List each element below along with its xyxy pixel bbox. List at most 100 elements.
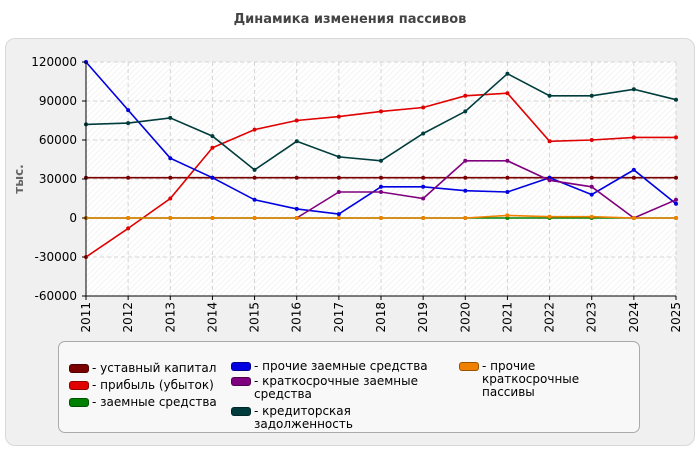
series-4-point-6: [336, 190, 341, 194]
series-3-point-4: [252, 197, 257, 202]
series-3-point-13: [631, 167, 636, 172]
series-1-point-2: [168, 196, 173, 201]
series-0-point-4: [252, 175, 257, 180]
series-5-point-12: [589, 93, 594, 98]
x-tick-label-8: 2019: [416, 302, 430, 333]
series-0-point-12: [589, 175, 594, 180]
series-0-point-6: [336, 175, 341, 180]
series-0-point-8: [421, 175, 426, 180]
legend-label-6: - прочие краткосрочные пассивы: [482, 359, 580, 399]
series-0: [84, 175, 678, 180]
y-tick-labels: -60000 -30000 0 30000 60000 90000 120000: [31, 55, 77, 303]
series-4-point-7: [379, 190, 383, 194]
y-axis-label: тыс.: [12, 164, 26, 193]
series-0-point-13: [631, 175, 636, 180]
legend-swatch-4: [231, 377, 251, 386]
legend-label-1: - прибыль (убыток): [92, 378, 214, 392]
series-5-point-2: [168, 115, 173, 120]
series-1-point-7: [379, 109, 383, 114]
legend-swatch-6: [459, 362, 479, 371]
x-tick-label-1: 2012: [121, 302, 135, 333]
x-tick-label-9: 2020: [458, 302, 472, 333]
legend-label-4: - краткосрочные заемные средства: [254, 374, 418, 401]
legend-swatch-2: [69, 398, 89, 407]
legend-item-3: - прочие заемные средства: [231, 360, 446, 373]
series-layer: [84, 60, 678, 259]
series-6-point-13: [631, 216, 636, 220]
series-5-point-5: [294, 139, 299, 144]
x-tick-label-2: 2013: [163, 302, 177, 333]
series-5-point-8: [421, 131, 426, 136]
legend-item-6: - прочие краткосрочные пассивы: [459, 360, 634, 399]
series-6-point-4: [252, 216, 257, 220]
y-tick-label-6: 120000: [31, 55, 77, 69]
legend-item-2: - заемные средства: [69, 396, 219, 409]
series-3-point-6: [336, 212, 341, 217]
legend-swatch-5: [231, 407, 251, 416]
series-0-point-14: [674, 175, 678, 180]
series-0-point-1: [126, 175, 131, 180]
series-3-point-12: [589, 192, 594, 197]
series-5-point-9: [463, 109, 468, 114]
series-1-point-13: [631, 135, 636, 140]
series-0-point-7: [379, 175, 383, 180]
legend-swatch-3: [231, 362, 251, 371]
series-0-point-2: [168, 175, 173, 180]
legend: - уставный капитал - прибыль (убыток) - за…: [58, 341, 640, 433]
chart-title: Динамика изменения пассивов: [233, 12, 467, 27]
x-tick-label-14: 2025: [669, 302, 683, 333]
series-1-point-1: [126, 226, 131, 231]
y-tick-label-1: -30000: [34, 250, 77, 264]
series-5-point-1: [126, 121, 131, 126]
series-5-point-4: [252, 167, 257, 172]
series-1: [84, 91, 678, 259]
x-tick-labels: 2011 2012 2013 2014 2015 2016 2017 2018 2019 2020…: [79, 302, 683, 333]
series-3-point-5: [294, 206, 299, 211]
series-5-point-11: [547, 93, 552, 98]
series-1-point-6: [336, 114, 341, 119]
series-6-point-10: [505, 213, 510, 218]
legend-label-0: - уставный капитал: [92, 361, 217, 375]
y-tick-label-0: -60000: [34, 289, 77, 303]
series-1-point-12: [589, 138, 594, 142]
series-1-point-9: [463, 93, 468, 98]
series-5-point-10: [505, 71, 510, 76]
series-5-point-13: [631, 87, 636, 92]
series-0-point-5: [294, 175, 299, 180]
series-3-point-14: [674, 201, 678, 206]
series-3-point-9: [463, 188, 468, 193]
y-tick-label-3: 30000: [39, 172, 77, 186]
series-3-point-1: [126, 108, 131, 113]
series-4-point-11: [547, 178, 552, 183]
legend-label-3: - прочие заемные средства: [254, 359, 428, 373]
legend-swatch-1: [69, 381, 89, 390]
axes: [82, 61, 677, 300]
series-1-point-8: [421, 105, 426, 110]
series-6-point-12: [589, 214, 594, 219]
x-tick-label-10: 2021: [500, 302, 514, 333]
x-tick-label-4: 2015: [248, 302, 262, 333]
series-1-point-5: [294, 118, 299, 123]
series-6-point-11: [547, 214, 552, 219]
series-4-point-10: [505, 158, 510, 163]
series-6: [84, 213, 678, 220]
series-0-point-10: [505, 175, 510, 180]
x-tick-label-7: 2018: [374, 302, 388, 333]
series-6-point-5: [294, 216, 299, 220]
y-tick-label-2: 0: [69, 211, 77, 225]
x-tick-label-5: 2016: [290, 302, 304, 333]
series-1-point-10: [505, 91, 510, 96]
series-3-point-8: [421, 184, 426, 189]
series-6-point-9: [463, 216, 468, 220]
series-3-point-2: [168, 156, 173, 161]
series-6-point-2: [168, 216, 173, 220]
x-tick-label-12: 2023: [585, 302, 599, 333]
series-4-point-9: [463, 158, 468, 163]
series-4-point-14: [674, 197, 678, 202]
series-3-point-3: [210, 175, 215, 180]
series-1-point-4: [252, 127, 257, 132]
series-1-point-14: [674, 135, 678, 140]
series-4-point-12: [589, 184, 594, 189]
series-3-point-7: [379, 184, 383, 189]
